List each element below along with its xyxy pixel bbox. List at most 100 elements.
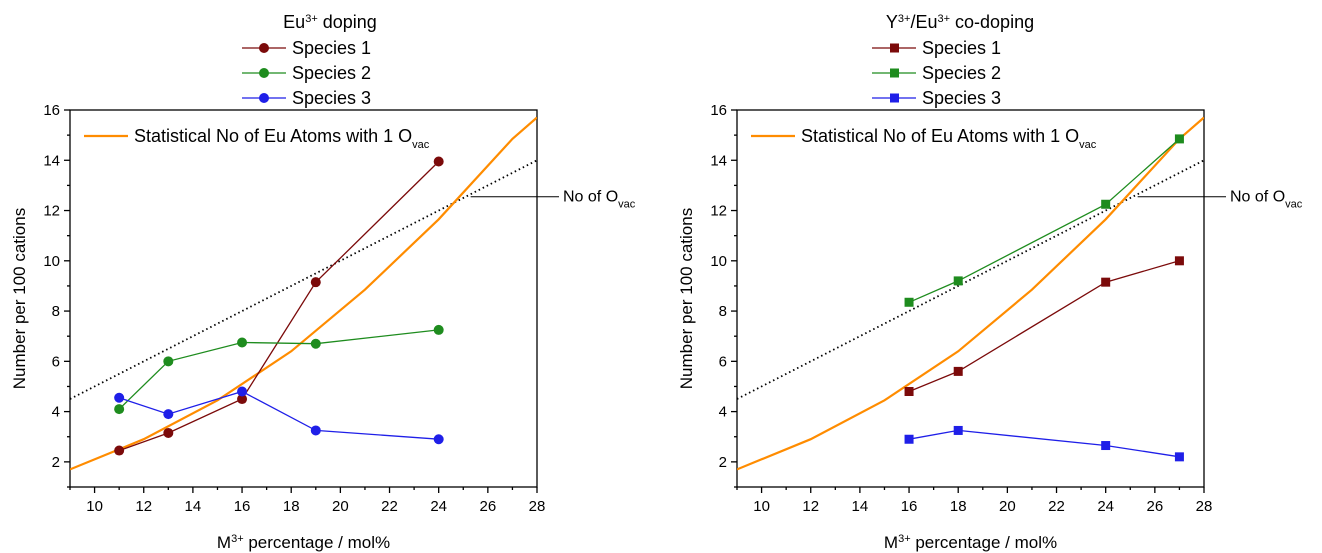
legend-item-species-3: Species 3 bbox=[242, 88, 371, 108]
chart-panel-1: Eu3+ doping Species 1 Species 2 Species 3 10… bbox=[10, 12, 636, 552]
x-tick-label: 12 bbox=[135, 498, 152, 515]
x-tick-label: 26 bbox=[479, 498, 496, 515]
x-axis-label: M3+ percentage / mol% bbox=[884, 533, 1057, 552]
x-tick-label: 22 bbox=[381, 498, 398, 515]
data-point bbox=[904, 434, 914, 444]
x-tick-label: 12 bbox=[802, 498, 819, 515]
y-tick-label: 16 bbox=[43, 102, 60, 119]
y-tick-label: 12 bbox=[43, 203, 60, 220]
y-tick-label: 8 bbox=[719, 303, 727, 320]
x-tick-label: 20 bbox=[999, 498, 1016, 515]
data-point bbox=[237, 386, 248, 397]
oxygen-vacancy-line bbox=[737, 159, 1204, 400]
legend-marker bbox=[259, 68, 269, 78]
legend-item-statistical-curve: Statistical No of Eu Atoms with 1 Ovac bbox=[84, 126, 430, 151]
data-point bbox=[163, 409, 174, 420]
y-tick-label: 10 bbox=[43, 253, 60, 270]
legend-item-species-3: Species 3 bbox=[872, 88, 1001, 108]
data-point bbox=[310, 425, 321, 436]
x-tick-label: 10 bbox=[86, 498, 103, 515]
statistical-curve bbox=[70, 116, 537, 471]
series-line bbox=[118, 161, 440, 452]
legend-item-species-2: Species 2 bbox=[242, 63, 371, 83]
x-tick-label: 18 bbox=[950, 498, 967, 515]
chart-title: Eu3+ doping bbox=[283, 12, 377, 32]
oxygen-vacancy-label: No of Ovac bbox=[563, 189, 636, 211]
legend-item-statistical-curve: Statistical No of Eu Atoms with 1 Ovac bbox=[751, 126, 1097, 151]
y-axis-label: Number per 100 cations bbox=[677, 208, 696, 389]
legend-label: Species 2 bbox=[922, 63, 1001, 83]
x-tick-label: 14 bbox=[185, 498, 202, 515]
legend-label: Species 1 bbox=[922, 38, 1001, 58]
series-line bbox=[908, 138, 1180, 303]
y-tick-label: 4 bbox=[52, 404, 60, 421]
legend-marker bbox=[259, 93, 269, 103]
chart-panel-2: Y3+/Eu3+ co-doping Species 1 Species 2 Spec… bbox=[677, 12, 1303, 552]
legend-item-species-1: Species 1 bbox=[242, 38, 371, 58]
x-tick-label: 14 bbox=[852, 498, 869, 515]
data-point bbox=[1101, 199, 1111, 209]
data-point bbox=[1174, 134, 1184, 144]
y-tick-label: 2 bbox=[719, 454, 727, 471]
x-tick-label: 24 bbox=[430, 498, 447, 515]
data-point bbox=[904, 386, 914, 396]
x-tick-label: 24 bbox=[1097, 498, 1114, 515]
y-tick-label: 14 bbox=[710, 152, 727, 169]
data-point bbox=[953, 366, 963, 376]
series-species-2 bbox=[114, 324, 444, 415]
data-point bbox=[237, 394, 248, 405]
series-species-3 bbox=[114, 386, 444, 445]
data-point bbox=[1174, 452, 1184, 462]
y-tick-label: 14 bbox=[43, 152, 60, 169]
y-tick-label: 12 bbox=[710, 203, 727, 220]
x-tick-label: 10 bbox=[753, 498, 770, 515]
legend-label: Species 3 bbox=[292, 88, 371, 108]
x-tick-label: 16 bbox=[234, 498, 251, 515]
data-point bbox=[953, 276, 963, 286]
legend-label: Species 3 bbox=[922, 88, 1001, 108]
data-point bbox=[114, 392, 125, 403]
y-tick-label: 8 bbox=[52, 303, 60, 320]
data-point bbox=[433, 324, 444, 335]
x-tick-label: 16 bbox=[901, 498, 918, 515]
legend-marker bbox=[890, 68, 899, 78]
x-tick-label: 20 bbox=[332, 498, 349, 515]
legend-item-species-2: Species 2 bbox=[872, 63, 1001, 83]
series-species-1 bbox=[904, 256, 1184, 396]
y-tick-label: 6 bbox=[719, 353, 727, 370]
plot-frame bbox=[69, 109, 538, 488]
x-tick-label: 18 bbox=[283, 498, 300, 515]
data-point bbox=[163, 356, 174, 367]
data-point bbox=[163, 427, 174, 438]
data-point bbox=[1101, 277, 1111, 287]
x-tick-label: 26 bbox=[1146, 498, 1163, 515]
series-line bbox=[908, 429, 1180, 458]
legend-label: Statistical No of Eu Atoms with 1 Ovac bbox=[134, 126, 430, 151]
data-point bbox=[114, 445, 125, 456]
data-point bbox=[1101, 441, 1111, 451]
data-point bbox=[114, 404, 125, 415]
series-species-1 bbox=[114, 156, 444, 456]
data-point bbox=[310, 277, 321, 288]
statistical-curve bbox=[737, 116, 1204, 471]
oxygen-vacancy-label: No of Ovac bbox=[1230, 189, 1303, 211]
data-point bbox=[237, 337, 248, 348]
data-point bbox=[433, 156, 444, 167]
data-point bbox=[904, 297, 914, 307]
oxygen-vacancy-line bbox=[70, 159, 537, 400]
legend-item-species-1: Species 1 bbox=[872, 38, 1001, 58]
data-point bbox=[953, 425, 963, 435]
y-tick-label: 2 bbox=[52, 454, 60, 471]
x-tick-label: 22 bbox=[1048, 498, 1065, 515]
series-species-3 bbox=[904, 425, 1184, 462]
legend-marker bbox=[890, 93, 899, 103]
x-tick-label: 28 bbox=[1196, 498, 1213, 515]
y-tick-label: 16 bbox=[710, 102, 727, 119]
legend-marker bbox=[259, 43, 269, 53]
series-line bbox=[908, 260, 1180, 393]
y-tick-label: 6 bbox=[52, 353, 60, 370]
data-point bbox=[1174, 256, 1184, 266]
legend-label: Statistical No of Eu Atoms with 1 Ovac bbox=[801, 126, 1097, 151]
series-species-2 bbox=[904, 134, 1184, 307]
y-tick-label: 10 bbox=[710, 253, 727, 270]
